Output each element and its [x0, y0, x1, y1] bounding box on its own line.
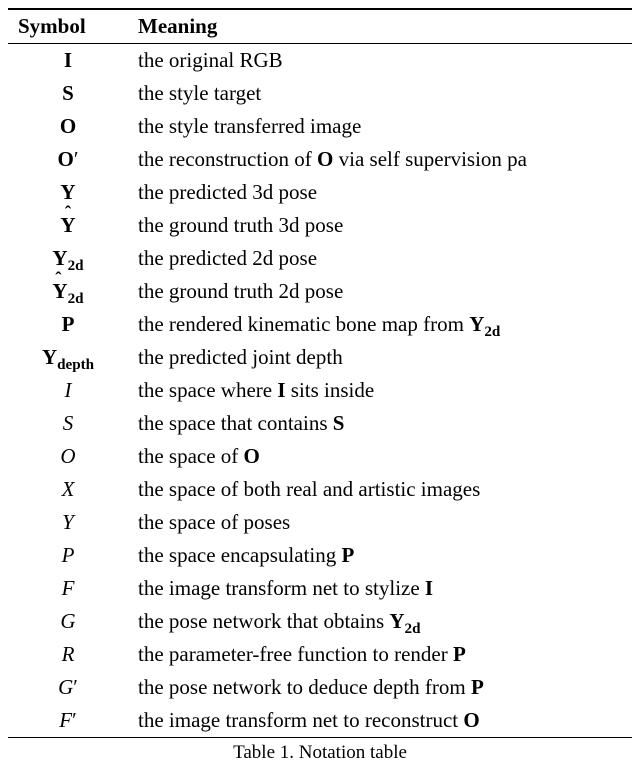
- meaning-cell: the style transferred image: [128, 110, 632, 143]
- table-row: Rthe parameter-free function to render P: [8, 638, 632, 671]
- meaning-cell: the predicted 2d pose: [128, 242, 632, 275]
- symbol-cell: I: [8, 44, 128, 78]
- meaning-cell: the space of poses: [128, 506, 632, 539]
- table-row: O′the reconstruction of O via self super…: [8, 143, 632, 176]
- meaning-cell: the style target: [128, 77, 632, 110]
- meaning-cell: the space of both real and artistic imag…: [128, 473, 632, 506]
- meaning-cell: the rendered kinematic bone map from Y2d: [128, 308, 632, 341]
- table-row: Ydepththe predicted joint depth: [8, 341, 632, 374]
- meaning-cell: the ground truth 2d pose: [128, 275, 632, 308]
- table-row: Othe style transferred image: [8, 110, 632, 143]
- meaning-cell: the image transform net to reconstruct O: [128, 704, 632, 738]
- meaning-cell: the pose network to deduce depth from P: [128, 671, 632, 704]
- symbol-cell: X: [8, 473, 128, 506]
- table-row: Othe space of O: [8, 440, 632, 473]
- symbol-cell: O′: [8, 143, 128, 176]
- meaning-cell: the space that contains S: [128, 407, 632, 440]
- meaning-cell: the image transform net to stylize I: [128, 572, 632, 605]
- meaning-cell: the original RGB: [128, 44, 632, 78]
- symbol-cell: I: [8, 374, 128, 407]
- symbol-cell: O: [8, 110, 128, 143]
- table-row: Ythe ground truth 3d pose: [8, 209, 632, 242]
- symbol-cell: G′: [8, 671, 128, 704]
- table-row: Gthe pose network that obtains Y2d: [8, 605, 632, 638]
- table-row: Pthe space encapsulating P: [8, 539, 632, 572]
- table-row: Pthe rendered kinematic bone map from Y2…: [8, 308, 632, 341]
- col-header-meaning: Meaning: [128, 9, 632, 44]
- symbol-cell: Y: [8, 209, 128, 242]
- table-row: Xthe space of both real and artistic ima…: [8, 473, 632, 506]
- table-row: G′the pose network to deduce depth from …: [8, 671, 632, 704]
- symbol-cell: Y2d: [8, 275, 128, 308]
- table-row: Ithe original RGB: [8, 44, 632, 78]
- symbol-cell: F: [8, 572, 128, 605]
- meaning-cell: the parameter-free function to render P: [128, 638, 632, 671]
- symbol-cell: Y2d: [8, 242, 128, 275]
- meaning-cell: the space of O: [128, 440, 632, 473]
- symbol-cell: Ydepth: [8, 341, 128, 374]
- notation-table: Symbol Meaning Ithe original RGBSthe sty…: [8, 8, 632, 738]
- table-row: Y2dthe predicted 2d pose: [8, 242, 632, 275]
- table-row: Ithe space where I sits inside: [8, 374, 632, 407]
- symbol-cell: P: [8, 539, 128, 572]
- symbol-cell: S: [8, 407, 128, 440]
- table-row: Fthe image transform net to stylize I: [8, 572, 632, 605]
- meaning-cell: the pose network that obtains Y2d: [128, 605, 632, 638]
- table-row: F′the image transform net to reconstruct…: [8, 704, 632, 738]
- symbol-cell: S: [8, 77, 128, 110]
- symbol-cell: O: [8, 440, 128, 473]
- meaning-cell: the space encapsulating P: [128, 539, 632, 572]
- table-row: Sthe space that contains S: [8, 407, 632, 440]
- table-row: Sthe style target: [8, 77, 632, 110]
- table-row: Ythe predicted 3d pose: [8, 176, 632, 209]
- symbol-cell: P: [8, 308, 128, 341]
- table-header-row: Symbol Meaning: [8, 9, 632, 44]
- col-header-symbol: Symbol: [8, 9, 128, 44]
- meaning-cell: the ground truth 3d pose: [128, 209, 632, 242]
- table-caption: Table 1. Notation table: [8, 738, 632, 764]
- table-row: Y2dthe ground truth 2d pose: [8, 275, 632, 308]
- meaning-cell: the space where I sits inside: [128, 374, 632, 407]
- meaning-cell: the predicted joint depth: [128, 341, 632, 374]
- symbol-cell: F′: [8, 704, 128, 738]
- meaning-cell: the reconstruction of O via self supervi…: [128, 143, 632, 176]
- symbol-cell: R: [8, 638, 128, 671]
- meaning-cell: the predicted 3d pose: [128, 176, 632, 209]
- symbol-cell: Y: [8, 506, 128, 539]
- symbol-cell: G: [8, 605, 128, 638]
- table-row: Ythe space of poses: [8, 506, 632, 539]
